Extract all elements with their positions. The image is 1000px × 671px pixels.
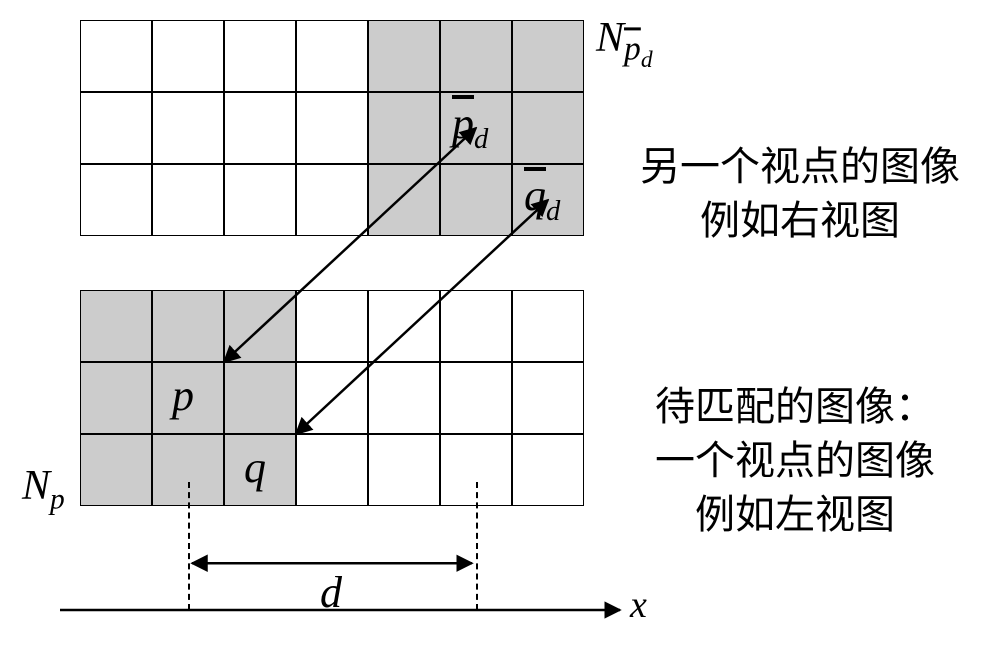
grid-cell bbox=[80, 290, 152, 362]
grid-cell bbox=[368, 20, 440, 92]
dashed-guide bbox=[188, 482, 190, 610]
grid-cell bbox=[152, 20, 224, 92]
grid-cell bbox=[440, 20, 512, 92]
dashed-guide bbox=[476, 482, 478, 610]
grid-cell bbox=[512, 20, 584, 92]
grid-cell bbox=[80, 92, 152, 164]
grid-cell bbox=[512, 290, 584, 362]
grid-cell bbox=[152, 92, 224, 164]
grid-cell bbox=[80, 164, 152, 236]
label-x-axis: x bbox=[630, 583, 647, 627]
grid-cell bbox=[80, 362, 152, 434]
grid-cell bbox=[368, 92, 440, 164]
grid-cell bbox=[296, 434, 368, 506]
grid-cell bbox=[512, 434, 584, 506]
grid-cell bbox=[296, 20, 368, 92]
label-d: d bbox=[320, 567, 342, 618]
grid-cell bbox=[440, 290, 512, 362]
grid-cell bbox=[296, 362, 368, 434]
grid-cell bbox=[152, 290, 224, 362]
caption-top: 另一个视点的图像例如右视图 bbox=[640, 140, 960, 248]
label-p-bar-d: pd bbox=[452, 98, 488, 156]
grid-cell bbox=[440, 362, 512, 434]
grid-cell bbox=[512, 362, 584, 434]
grid-cell bbox=[368, 362, 440, 434]
label-q: q bbox=[244, 442, 266, 493]
grid-cell bbox=[440, 164, 512, 236]
grid-cell bbox=[152, 164, 224, 236]
grid-cell bbox=[224, 362, 296, 434]
grid-cell bbox=[512, 92, 584, 164]
grid-cell bbox=[224, 20, 296, 92]
label-N-p-bar-d: Npd bbox=[596, 14, 653, 66]
caption-bottom: 待匹配的图像：一个视点的图像例如左视图 bbox=[655, 380, 935, 542]
label-q-bar-d: qd bbox=[524, 170, 560, 228]
grid-cell bbox=[296, 92, 368, 164]
grid-cell bbox=[296, 164, 368, 236]
grid-cell bbox=[368, 164, 440, 236]
grid-cell bbox=[224, 290, 296, 362]
label-p: p bbox=[172, 370, 194, 421]
grid-cell bbox=[224, 164, 296, 236]
grid-cell bbox=[224, 92, 296, 164]
grid-cell bbox=[80, 434, 152, 506]
grid-cell bbox=[368, 434, 440, 506]
grid-cell bbox=[80, 20, 152, 92]
grid-cell bbox=[296, 290, 368, 362]
label-N-p: Np bbox=[22, 462, 65, 516]
grid-cell bbox=[368, 290, 440, 362]
